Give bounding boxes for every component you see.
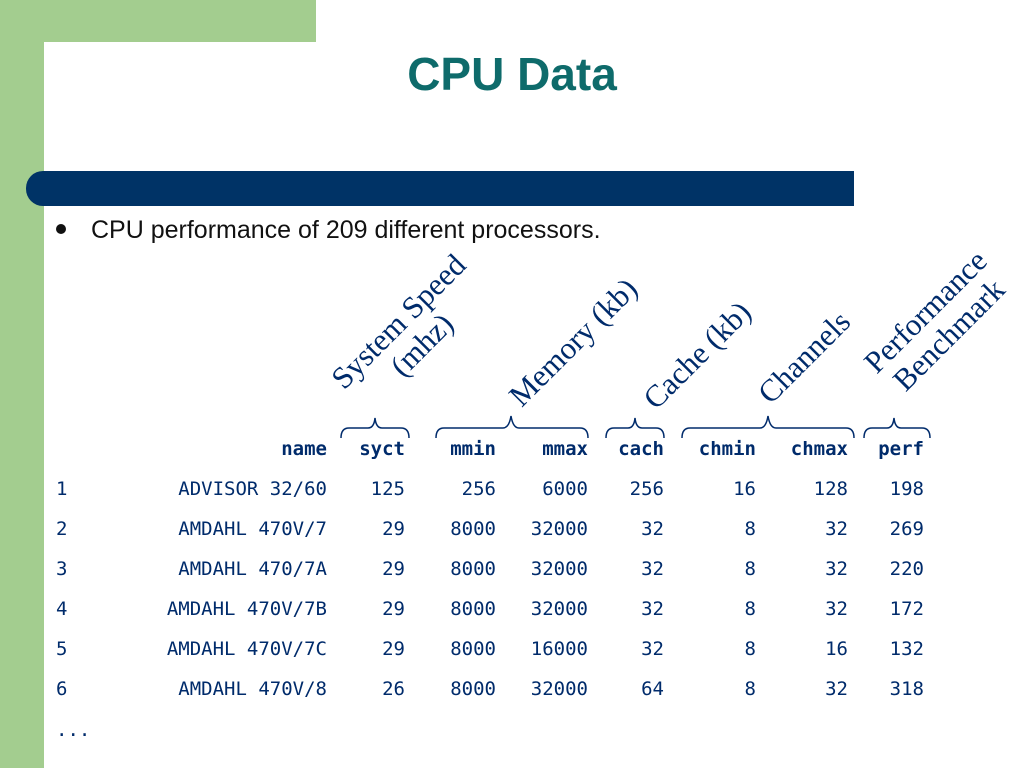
table-cell-syct: 26 xyxy=(382,678,405,700)
table-cell-mmax: 32000 xyxy=(530,598,588,620)
table-cell-mmin: 256 xyxy=(461,478,496,500)
brace-performance xyxy=(863,417,931,439)
table-cell-chmax: 16 xyxy=(825,638,848,660)
table-cell-cach: 64 xyxy=(641,678,664,700)
table-cell-mmin: 8000 xyxy=(450,558,496,580)
table-cell-perf: 132 xyxy=(889,638,924,660)
table-cell-syct: 29 xyxy=(382,638,405,660)
green-side-strip xyxy=(0,0,44,768)
column-header-mmin: mmin xyxy=(450,438,496,460)
bullet-dot-icon xyxy=(56,224,66,235)
table-cell-mmax: 32000 xyxy=(530,678,588,700)
row-index: 6 xyxy=(56,678,68,700)
annotation-system-speed: System Speed (mhz) xyxy=(324,247,495,418)
table-cell-chmax: 32 xyxy=(825,518,848,540)
annotation-cache-text: Cache (kb) xyxy=(636,294,758,416)
table-cell-cach: 32 xyxy=(641,558,664,580)
bullet-text: CPU performance of 209 different process… xyxy=(91,216,601,244)
table-cell-mmin: 8000 xyxy=(450,678,496,700)
annotation-performance: Performance Benchmark xyxy=(857,243,1017,403)
brace-cache xyxy=(605,417,665,439)
table-cell-chmin: 16 xyxy=(733,478,756,500)
annotation-channels: Channels xyxy=(750,303,858,411)
table-cell-chmax: 32 xyxy=(825,678,848,700)
table-cell-name: AMDAHL 470V/8 xyxy=(178,678,327,700)
row-index: 2 xyxy=(56,518,68,540)
slide-title: CPU Data xyxy=(407,48,617,100)
table-cell-syct: 29 xyxy=(382,558,405,580)
table-cell-cach: 32 xyxy=(641,598,664,620)
table-cell-perf: 269 xyxy=(889,518,924,540)
table-cell-mmin: 8000 xyxy=(450,518,496,540)
table-cell-mmax: 16000 xyxy=(530,638,588,660)
table-cell-name: AMDAHL 470V/7C xyxy=(166,638,327,660)
row-index: 3 xyxy=(56,558,68,580)
table-cell-cach: 32 xyxy=(641,638,664,660)
row-index: 4 xyxy=(56,598,68,620)
table-cell-syct: 29 xyxy=(382,598,405,620)
table-cell-name: AMDAHL 470V/7 xyxy=(178,518,327,540)
table-cell-cach: 32 xyxy=(641,518,664,540)
brace-channels xyxy=(681,415,855,439)
table-cell-name: AMDAHL 470V/7B xyxy=(166,598,327,620)
title-divider-bar xyxy=(26,171,854,206)
table-cell-syct: 125 xyxy=(370,478,405,500)
table-cell-perf: 318 xyxy=(889,678,924,700)
table-cell-name: AMDAHL 470/7A xyxy=(178,558,327,580)
column-header-chmin: chmin xyxy=(698,438,756,460)
annotation-memory-text: Memory (kb) xyxy=(501,270,645,414)
table-cell-chmin: 8 xyxy=(744,518,756,540)
bullet-item: CPU performance of 209 different process… xyxy=(56,214,601,246)
table-cell-chmin: 8 xyxy=(744,638,756,660)
table-ellipsis: ... xyxy=(56,719,91,741)
column-header-chmax: chmax xyxy=(790,438,848,460)
brace-memory xyxy=(435,415,589,439)
table-cell-chmin: 8 xyxy=(744,678,756,700)
table-cell-syct: 29 xyxy=(382,518,405,540)
table-cell-cach: 256 xyxy=(629,478,664,500)
table-cell-chmax: 32 xyxy=(825,558,848,580)
row-index: 1 xyxy=(56,478,68,500)
annotation-channels-text: Channels xyxy=(750,303,858,411)
column-header-perf: perf xyxy=(878,438,924,460)
table-cell-name: ADVISOR 32/60 xyxy=(178,478,327,500)
row-index: 5 xyxy=(56,638,68,660)
column-header-cach: cach xyxy=(618,438,664,460)
table-cell-mmin: 8000 xyxy=(450,598,496,620)
table-cell-perf: 198 xyxy=(889,478,924,500)
annotation-cache: Cache (kb) xyxy=(636,294,758,416)
table-cell-mmax: 32000 xyxy=(530,558,588,580)
green-top-strip xyxy=(0,0,316,42)
table-cell-chmax: 128 xyxy=(813,478,848,500)
brace-system-speed xyxy=(340,417,410,439)
column-header-name: name xyxy=(281,438,327,460)
table-cell-perf: 172 xyxy=(889,598,924,620)
column-header-mmax: mmax xyxy=(542,438,588,460)
table-cell-chmax: 32 xyxy=(825,598,848,620)
annotation-memory: Memory (kb) xyxy=(501,270,645,414)
table-cell-mmin: 8000 xyxy=(450,638,496,660)
table-cell-chmin: 8 xyxy=(744,598,756,620)
table-cell-perf: 220 xyxy=(889,558,924,580)
table-cell-mmax: 6000 xyxy=(542,478,588,500)
column-header-syct: syct xyxy=(359,438,405,460)
rounded-corner-panel xyxy=(44,42,144,142)
table-cell-chmin: 8 xyxy=(744,558,756,580)
table-cell-mmax: 32000 xyxy=(530,518,588,540)
